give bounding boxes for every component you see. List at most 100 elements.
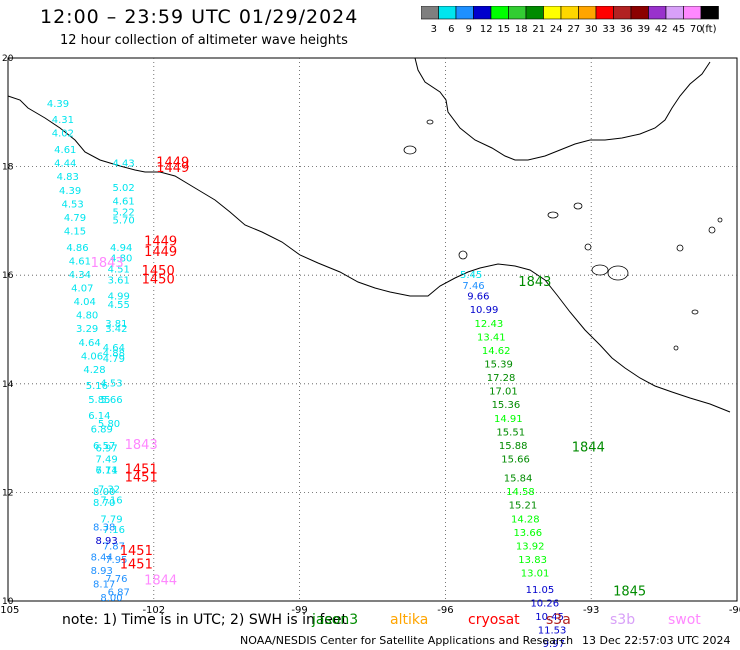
- wave-height-label: 13.01: [521, 569, 550, 580]
- wave-height-label: 7.11: [95, 465, 117, 476]
- wave-height-label: 5.80: [98, 419, 120, 430]
- legend-label: 39: [637, 24, 650, 35]
- wave-height-label: 4.79: [64, 213, 86, 224]
- generated-timestamp: 13 Dec 22:57:03 UTC 2024: [582, 634, 731, 647]
- wave-height-label: 15.84: [504, 474, 533, 485]
- island: [591, 264, 609, 276]
- wave-height-label: 7.79: [100, 514, 122, 525]
- wave-height-label: 13.66: [513, 528, 542, 539]
- wave-height-label: 15.51: [496, 427, 525, 438]
- wave-height-label: 4.79: [103, 354, 125, 365]
- wave-height-label: 5.02: [112, 183, 134, 194]
- legend-label: 30: [585, 24, 598, 35]
- wave-height-label: 4.53: [100, 379, 122, 390]
- lat-tick-label: 14: [2, 380, 14, 390]
- wave-height-label: 8.00: [93, 487, 115, 498]
- wave-height-label: 4.61: [69, 256, 91, 267]
- wave-height-label: 10.26: [530, 598, 559, 609]
- wave-height-label: 5.66: [100, 395, 122, 406]
- wave-height-label: 4.39: [47, 99, 69, 110]
- wave-height-label: 5.45: [460, 270, 482, 281]
- lat-tick-label: 18: [2, 163, 14, 173]
- wave-height-label: 6.97: [95, 444, 117, 455]
- wave-height-label: 4.04: [74, 297, 96, 308]
- wave-height-label: 5.22: [112, 207, 134, 218]
- lat-tick-label: 16: [2, 271, 14, 281]
- map-subtitle: 12 hour collection of altimeter wave hei…: [60, 33, 348, 48]
- island: [708, 226, 716, 234]
- wave-height-label: 6.87: [108, 588, 130, 599]
- wave-height-label: 4.06: [81, 351, 103, 362]
- wave-height-label: 15.39: [484, 360, 513, 371]
- satellite-altika: altika: [390, 612, 429, 628]
- wave-height-label: 10.99: [470, 305, 499, 316]
- wave-height-label: 1450: [142, 264, 175, 279]
- wave-height-label: 4.94: [110, 243, 132, 254]
- wave-height-label: 8.17: [93, 579, 115, 590]
- legend-label: 27: [567, 24, 580, 35]
- wave-height-label: 8.93: [95, 536, 117, 547]
- wave-height-label: 1843: [518, 275, 551, 290]
- wave-height-label: 10.45: [535, 612, 564, 623]
- wave-height-label: 9.97: [543, 639, 565, 650]
- wave-height-label: 13.92: [516, 541, 545, 552]
- lat-tick-label: 12: [2, 488, 13, 498]
- wave-height-label: 1451: [120, 557, 153, 572]
- legend-label: 3: [431, 24, 437, 35]
- legend-unit: (ft): [701, 24, 716, 35]
- wave-height-label: 4.51: [108, 264, 130, 275]
- wave-height-label: 6.74: [95, 465, 117, 476]
- legend-label: 9: [466, 24, 472, 35]
- wave-height-label: 7.87: [103, 541, 125, 552]
- wave-height-label: 4.80: [76, 311, 98, 322]
- wave-height-label: 1844: [144, 574, 177, 589]
- wave-height-label: 4.86: [66, 243, 88, 254]
- lon-tick-label: -90: [729, 605, 740, 616]
- satellite-s3b: s3b: [610, 612, 636, 628]
- map-title: 12:00 – 23:59 UTC 01/29/2024: [40, 6, 359, 28]
- island: [691, 309, 699, 315]
- wave-height-label: 3.61: [108, 275, 130, 286]
- legend-label: 21: [532, 24, 545, 35]
- lon-tick-label: -99: [291, 605, 307, 616]
- legend-label: 33: [602, 24, 615, 35]
- wave-height-label: 7.95: [105, 555, 127, 566]
- wave-height-label: 4.88: [103, 349, 125, 360]
- wave-height-label: 8.93: [91, 566, 113, 577]
- wave-height-label: 6.57: [93, 441, 115, 452]
- wave-height-label: 4.39: [59, 186, 81, 197]
- lat-tick-label: 20: [2, 54, 14, 64]
- wave-height-label: 3.29: [76, 324, 98, 335]
- wave-height-label: 7.76: [105, 574, 127, 585]
- wave-height-label: 14.58: [506, 487, 535, 498]
- wave-height-label: 3.42: [105, 324, 127, 335]
- wave-height-label: 1451: [125, 471, 158, 486]
- wave-height-label: 6.14: [88, 411, 110, 422]
- wave-height-label: 4.64: [103, 343, 125, 354]
- wave-height-label: 1449: [156, 156, 189, 171]
- legend-swatch: [700, 6, 719, 20]
- wave-height-label: 6.89: [91, 425, 113, 436]
- lon-tick-label: -96: [437, 605, 453, 616]
- wave-height-label: 1450: [142, 272, 175, 287]
- wave-height-label: 8.70: [93, 498, 115, 509]
- wave-height-label: 8.00: [100, 593, 122, 604]
- coastline: [7, 95, 731, 413]
- lon-tick-label: -93: [583, 605, 599, 616]
- wave-height-label: 4.43: [112, 159, 134, 170]
- wave-height-label: 17.28: [487, 373, 516, 384]
- legend-label: 15: [497, 24, 510, 35]
- wave-height-label: 4.15: [64, 226, 86, 237]
- map-frame: [7, 57, 738, 602]
- island: [426, 119, 434, 125]
- wave-height-label: 4.61: [112, 197, 134, 208]
- wave-height-label: 12.43: [475, 319, 504, 330]
- island: [403, 145, 417, 155]
- wave-height-label: 5.16: [86, 381, 108, 392]
- wave-height-label: 4.34: [69, 270, 91, 281]
- wave-height-label: 11.53: [538, 626, 567, 637]
- lat-tick-label: 10: [2, 597, 14, 607]
- legend-label: 36: [620, 24, 633, 35]
- wave-height-label: 1451: [125, 462, 158, 477]
- footnote: note: 1) Time is in UTC; 2) SWH is in fe…: [62, 612, 348, 628]
